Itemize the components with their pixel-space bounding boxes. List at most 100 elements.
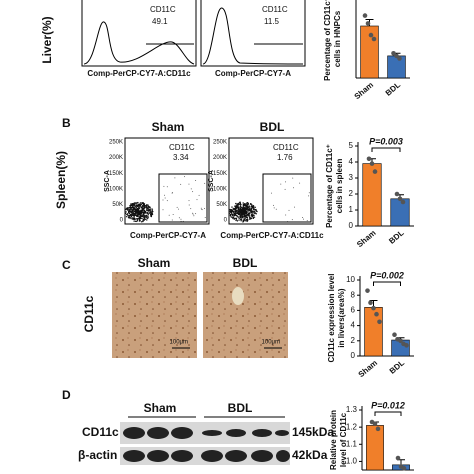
event-dot bbox=[133, 210, 135, 213]
event-dot bbox=[184, 176, 186, 178]
scale-label: 100μm bbox=[170, 340, 188, 346]
significance-bracket bbox=[373, 281, 401, 286]
event-dot bbox=[252, 205, 255, 207]
event-dot bbox=[193, 215, 195, 217]
event-dot bbox=[252, 210, 254, 212]
event-dot bbox=[245, 212, 248, 215]
histology-image bbox=[203, 272, 288, 358]
event-dot bbox=[133, 206, 135, 208]
event-dot bbox=[246, 215, 248, 217]
event-dot bbox=[132, 208, 134, 210]
bar bbox=[387, 55, 406, 79]
event-dot bbox=[195, 213, 197, 215]
data-point bbox=[372, 421, 378, 427]
event-dot bbox=[143, 203, 145, 205]
event-dot bbox=[138, 217, 141, 219]
event-dot bbox=[237, 212, 239, 214]
event-dot bbox=[242, 217, 244, 219]
y-axis-label: Percentage of CD11c⁺ bbox=[325, 144, 334, 228]
event-dot bbox=[244, 219, 246, 221]
event-dot bbox=[240, 214, 243, 217]
event-dot bbox=[141, 207, 144, 210]
event-dot bbox=[136, 211, 139, 213]
blot-bands bbox=[123, 427, 290, 462]
event-dot bbox=[143, 219, 145, 221]
event-dot bbox=[253, 216, 256, 218]
event-dot bbox=[172, 213, 174, 215]
event-dot bbox=[245, 204, 247, 206]
event-dot bbox=[141, 217, 143, 220]
data-point bbox=[372, 169, 378, 174]
event-dot bbox=[164, 194, 166, 196]
event-dot bbox=[254, 206, 256, 209]
p-value: P=0.002 bbox=[370, 270, 404, 280]
event-dot bbox=[273, 207, 275, 209]
event-dot bbox=[275, 208, 277, 210]
event-dot bbox=[126, 215, 128, 218]
event-dot bbox=[139, 211, 141, 214]
event-dot bbox=[242, 215, 244, 218]
event-dot bbox=[285, 181, 287, 183]
event-dot bbox=[128, 215, 130, 218]
data-point bbox=[365, 21, 371, 26]
gate-label: CD11C bbox=[273, 143, 299, 152]
event-dot bbox=[244, 208, 246, 211]
event-dot bbox=[190, 188, 192, 190]
event-dot bbox=[134, 204, 136, 207]
size-label: 42kDa bbox=[292, 448, 328, 462]
group-label: Sham bbox=[138, 256, 171, 270]
y-tick-label: 2 bbox=[351, 336, 356, 345]
event-dot bbox=[237, 208, 240, 210]
event-dot bbox=[247, 203, 250, 205]
flow-box bbox=[81, 0, 197, 67]
axis-tick-label: 0 bbox=[224, 218, 228, 224]
event-dot bbox=[241, 213, 244, 215]
bar bbox=[390, 198, 410, 227]
event-dot bbox=[299, 182, 301, 184]
event-dot bbox=[244, 213, 246, 215]
event-dot bbox=[242, 205, 245, 207]
event-dot bbox=[133, 217, 135, 220]
event-dot bbox=[302, 216, 304, 218]
event-dot bbox=[238, 219, 240, 221]
event-dot bbox=[134, 208, 136, 211]
event-dot bbox=[231, 209, 234, 212]
event-dot bbox=[146, 209, 148, 211]
data-point bbox=[368, 32, 374, 38]
group-label: BDL bbox=[233, 256, 258, 270]
event-dot bbox=[138, 204, 140, 206]
event-dot bbox=[166, 200, 168, 202]
event-dot bbox=[308, 192, 310, 194]
axis-tick-label: 150K bbox=[213, 171, 227, 177]
y-axis-label: Relative protein bbox=[329, 410, 338, 470]
event-dot bbox=[131, 203, 133, 205]
histology-image bbox=[112, 272, 197, 358]
event-dot bbox=[147, 208, 150, 210]
axis-tick-label: 200K bbox=[109, 155, 123, 161]
error-bar bbox=[397, 459, 405, 465]
y-tick-label: 1.0 bbox=[346, 457, 358, 466]
data-point bbox=[394, 191, 400, 197]
size-label: 145kDa bbox=[292, 425, 334, 439]
event-dot bbox=[244, 215, 246, 217]
event-dot bbox=[131, 210, 134, 212]
event-dot bbox=[180, 218, 182, 220]
event-dot bbox=[246, 219, 249, 222]
event-dot bbox=[249, 209, 251, 211]
event-dot bbox=[139, 210, 141, 212]
event-dot bbox=[228, 212, 231, 214]
p-value: P=0.012 bbox=[371, 400, 405, 410]
event-dot bbox=[141, 212, 143, 214]
event-dot bbox=[284, 188, 286, 190]
event-dot bbox=[293, 187, 295, 189]
event-dot bbox=[235, 211, 237, 213]
event-dot bbox=[128, 210, 130, 213]
event-dot bbox=[147, 215, 149, 217]
event-dot bbox=[235, 202, 237, 205]
event-dot bbox=[240, 220, 242, 222]
y-axis-label: CD11c expression level bbox=[327, 274, 336, 363]
event-dot bbox=[151, 208, 154, 210]
axis-tick-label: 100K bbox=[213, 186, 227, 192]
event-dot bbox=[135, 214, 138, 216]
event-dot bbox=[166, 186, 168, 188]
